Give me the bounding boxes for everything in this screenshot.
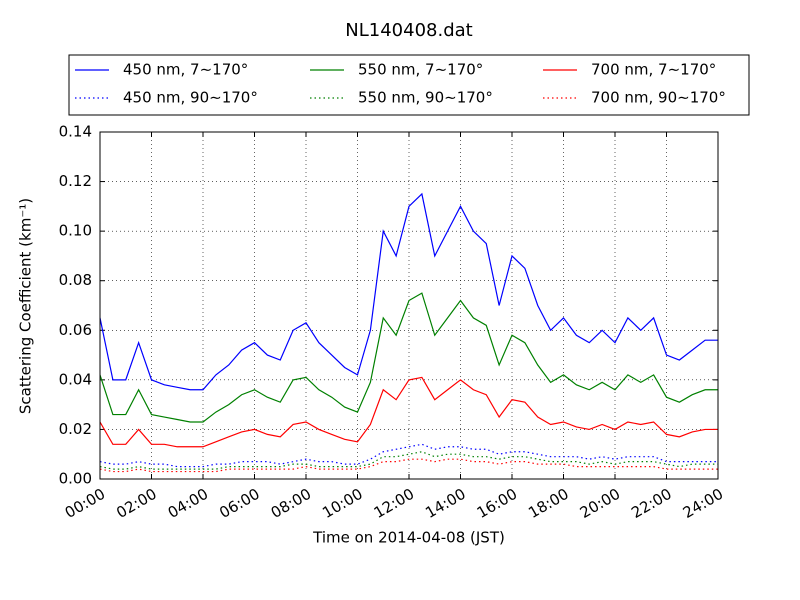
y-tick-label: 0.06 [59,321,92,339]
y-tick-label: 0.08 [59,271,92,289]
x-axis-label: Time on 2014-04-08 (JST) [312,529,505,547]
data-line [99,458,718,473]
y-axis-label: Scattering Coefficient (km⁻¹) [17,198,35,414]
legend-label: 450 nm, 90∼170° [123,89,258,107]
chart-title: NL140408.dat [345,20,472,41]
plot-frame [99,131,719,480]
legend-label: 450 nm, 7∼170° [123,61,248,79]
data-line [99,292,718,423]
data-line [99,192,718,391]
y-tick-label: 0.14 [59,123,92,141]
y-tick-label: 0.04 [59,370,92,388]
data-line [99,443,718,468]
y-tick-label: 0.12 [59,172,92,190]
legend-label: 550 nm, 90∼170° [358,89,493,107]
data-line [99,451,718,470]
legend-label: 700 nm, 90∼170° [591,89,726,107]
legend-label: 550 nm, 7∼170° [358,61,483,79]
legend-label: 700 nm, 7∼170° [591,61,716,79]
y-tick-label: 0.02 [59,420,92,438]
y-tick-label: 0.00 [59,470,92,488]
data-line [99,376,718,448]
legend-box [68,54,750,116]
y-tick-label: 0.10 [59,222,92,240]
